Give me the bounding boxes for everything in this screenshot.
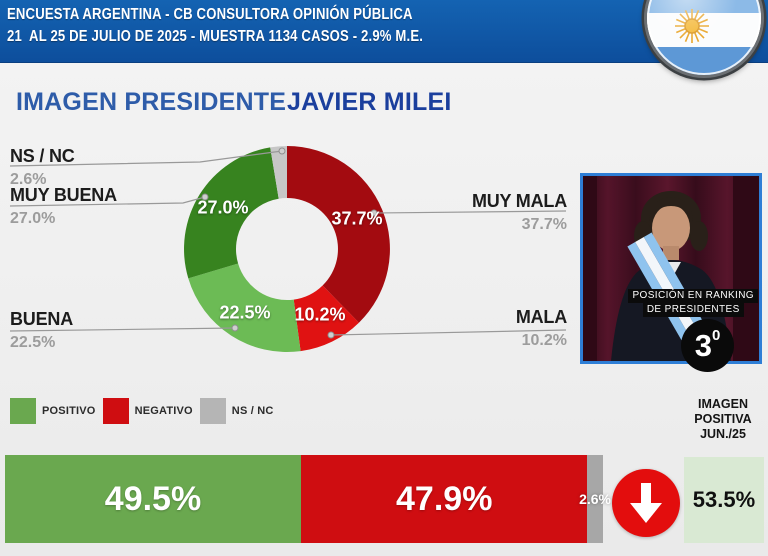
bar-value-nsnc: 2.6% bbox=[579, 491, 611, 507]
callout-dot bbox=[370, 209, 378, 217]
positivo-swatch-icon bbox=[10, 398, 36, 424]
argentina-flag-icon bbox=[644, 0, 764, 78]
callout-mala: MALA 10.2% bbox=[516, 308, 567, 349]
bar-segment-negativo: 47.9% bbox=[301, 455, 588, 543]
prev-value-box: 53.5% bbox=[684, 457, 764, 543]
callout-line bbox=[330, 329, 567, 336]
callout-mala-label: MALA bbox=[515, 307, 567, 327]
ranking-caption-line2: DE PRESIDENTES bbox=[642, 303, 744, 317]
legend-item-nsnc: NS / NC bbox=[199, 398, 274, 424]
donut-value-muy-mala: 37.7% bbox=[331, 208, 383, 229]
callout-dot bbox=[231, 324, 239, 332]
president-photo: POSICIÓN EN RANKING DE PRESIDENTES bbox=[580, 173, 762, 364]
donut-segment-buena bbox=[188, 263, 301, 352]
callout-dot bbox=[201, 193, 209, 201]
legend-label-positivo: POSITIVO bbox=[42, 405, 96, 417]
ranking-badge: 3 0 bbox=[681, 319, 734, 372]
header-bar: ENCUESTA ARGENTINA - CB CONSULTORA OPINI… bbox=[0, 0, 768, 63]
legend-item-negativo: NEGATIVO bbox=[102, 398, 193, 424]
callout-line bbox=[9, 196, 206, 207]
callout-line bbox=[373, 210, 567, 214]
previous-image-label-line3: JUN./25 bbox=[700, 427, 746, 441]
donut-segment-ns-nc bbox=[270, 146, 287, 199]
callout-buena-value: 22.5% bbox=[10, 334, 56, 351]
legend: POSITIVO NEGATIVO NS / NC bbox=[10, 398, 274, 424]
bar-value-positivo: 49.5% bbox=[104, 479, 202, 518]
ranking-caption-line1: POSICIÓN EN RANKING bbox=[628, 289, 758, 303]
callout-muy-buena: MUY BUENA 27.0% bbox=[10, 186, 117, 227]
down-arrow-icon bbox=[630, 483, 662, 523]
previous-image-label: IMAGEN POSITIVA JUN./25 bbox=[680, 397, 766, 442]
legend-item-positivo: POSITIVO bbox=[10, 398, 96, 424]
legend-label-negativo: NEGATIVO bbox=[134, 405, 193, 417]
callout-mala-value: 10.2% bbox=[521, 332, 567, 349]
ranking-number: 3 bbox=[694, 328, 712, 363]
callout-muy-mala-value: 37.7% bbox=[521, 216, 567, 233]
donut-segment-muy-buena bbox=[184, 147, 279, 279]
header-line2: 21 AL 25 DE JULIO DE 2025 - MUESTRA 1134… bbox=[7, 28, 424, 45]
nsnc-swatch-icon bbox=[199, 398, 226, 424]
callout-ns-nc-value: 2.6% bbox=[10, 171, 47, 188]
callout-muy-mala: MUY MALA 37.7% bbox=[472, 192, 567, 233]
callout-muy-mala-label: MUY MALA bbox=[471, 191, 567, 211]
president-portrait-illustration bbox=[583, 176, 759, 361]
callout-buena-label: BUENA bbox=[10, 309, 74, 329]
donut-value-mala: 10.2% bbox=[294, 304, 346, 325]
ranking-ordinal: 0 bbox=[711, 327, 721, 344]
page-title: IMAGEN PRESIDENTE bbox=[16, 88, 287, 116]
donut-segment-muy-mala bbox=[287, 146, 390, 323]
callout-dot bbox=[278, 147, 286, 155]
callout-ns-nc-label: NS / NC bbox=[10, 146, 75, 166]
callout-ns-nc: NS / NC 2.6% bbox=[10, 147, 75, 188]
callout-muy-buena-label: MUY BUENA bbox=[10, 185, 117, 205]
callout-buena: BUENA 22.5% bbox=[10, 310, 73, 351]
callout-line bbox=[9, 327, 236, 332]
ranking-caption: POSICIÓN EN RANKING DE PRESIDENTES bbox=[628, 289, 758, 317]
bar-segment-positivo: 49.5% bbox=[5, 455, 301, 543]
previous-image-label-line1: IMAGEN bbox=[698, 397, 748, 411]
header-line1: ENCUESTA ARGENTINA - CB CONSULTORA OPINI… bbox=[7, 6, 413, 23]
bar-segment-nsnc bbox=[587, 455, 603, 543]
callout-line bbox=[9, 150, 283, 167]
legend-label-nsnc: NS / NC bbox=[231, 405, 274, 417]
donut-value-muy-buena: 27.0% bbox=[197, 197, 249, 218]
previous-image-value: 53.5% bbox=[692, 487, 756, 512]
bar-value-negativo: 47.9% bbox=[396, 479, 493, 518]
negativo-swatch-icon bbox=[102, 398, 129, 424]
callout-muy-buena-value: 27.0% bbox=[10, 210, 56, 227]
previous-image-label-line2: POSITIVA bbox=[694, 412, 752, 426]
trend-circle bbox=[612, 469, 680, 537]
callout-dot bbox=[327, 331, 335, 339]
donut-value-buena: 22.5% bbox=[219, 302, 271, 323]
stacked-bar-chart: 49.5% 47.9% 2.6% bbox=[5, 455, 611, 543]
page-title-subject: JAVIER MILEI bbox=[287, 88, 452, 116]
